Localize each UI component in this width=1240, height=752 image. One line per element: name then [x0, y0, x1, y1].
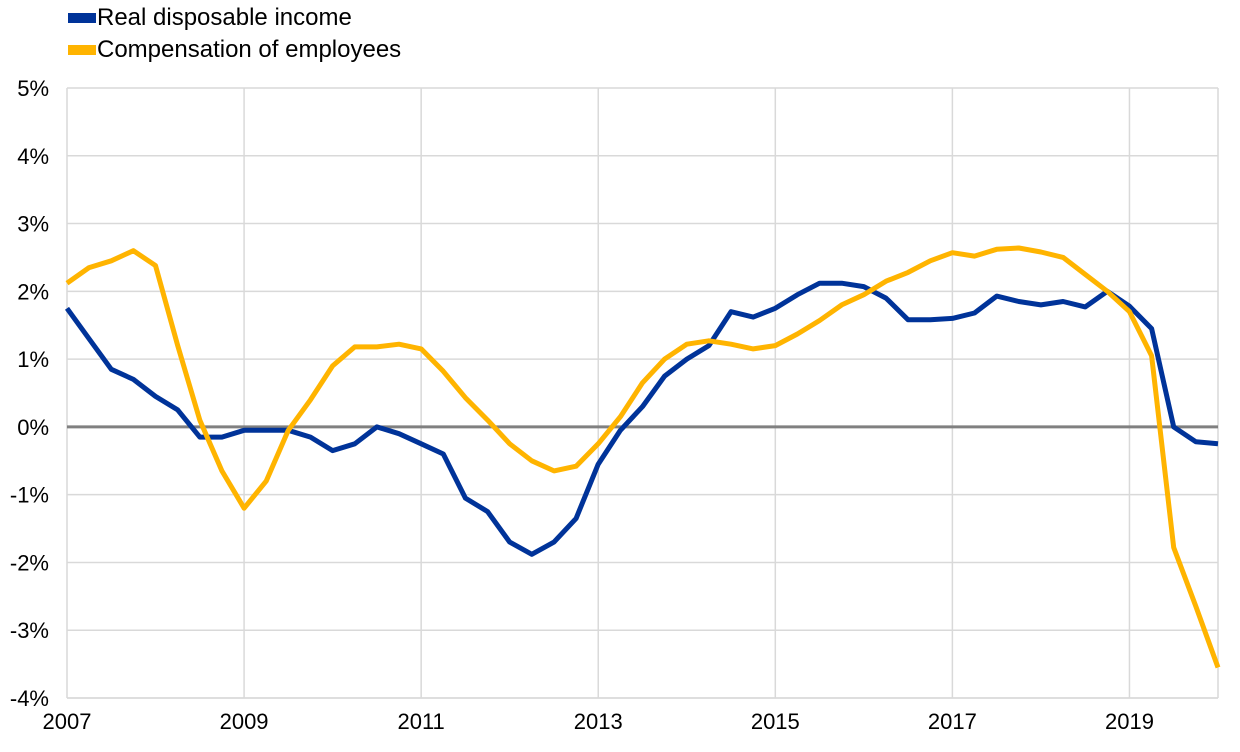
- y-tick-labels: 5% 4% 3% 2% 1% 0% -1% -2% -3% -4%: [10, 76, 49, 711]
- y-tick-label: 3%: [17, 212, 49, 237]
- series-line-compensation-of-employees: [65, 245, 1221, 669]
- legend-item-compensation-of-employees: Compensation of employees: [68, 34, 401, 66]
- x-tick-label: 2017: [928, 709, 977, 734]
- y-tick-label: -3%: [10, 618, 49, 643]
- legend: Real disposable income Compensation of e…: [68, 2, 401, 66]
- y-tick-label: -2%: [10, 550, 49, 575]
- legend-swatch-compensation-of-employees: [68, 45, 96, 55]
- series-line-real-disposable-income: [64, 280, 1219, 557]
- x-tick-label: 2011: [397, 709, 444, 734]
- x-tick-label: 2007: [43, 709, 92, 734]
- legend-label-compensation-of-employees: Compensation of employees: [97, 36, 402, 63]
- x-tick-label: 2009: [220, 709, 269, 734]
- y-tick-label: -4%: [10, 686, 49, 711]
- y-tick-label: -1%: [10, 483, 49, 508]
- x-tick-labels: 2007 2009 2011 2013 2015 2017 2019: [43, 709, 1154, 734]
- legend-item-real-disposable-income: Real disposable income: [68, 2, 401, 34]
- legend-label-real-disposable-income: Real disposable income: [97, 4, 352, 31]
- x-tick-label: 2013: [574, 709, 623, 734]
- y-tick-label: 0%: [17, 415, 49, 440]
- y-tick-label: 2%: [17, 279, 49, 304]
- y-tick-label: 1%: [17, 347, 49, 372]
- series-lines: [64, 245, 1221, 669]
- y-tick-label: 5%: [17, 76, 49, 101]
- grid-lines: [66, 87, 1219, 699]
- x-tick-label: 2015: [751, 709, 800, 734]
- legend-swatch-real-disposable-income: [68, 13, 96, 23]
- y-tick-label: 4%: [17, 144, 49, 169]
- x-tick-label: 2019: [1105, 709, 1154, 734]
